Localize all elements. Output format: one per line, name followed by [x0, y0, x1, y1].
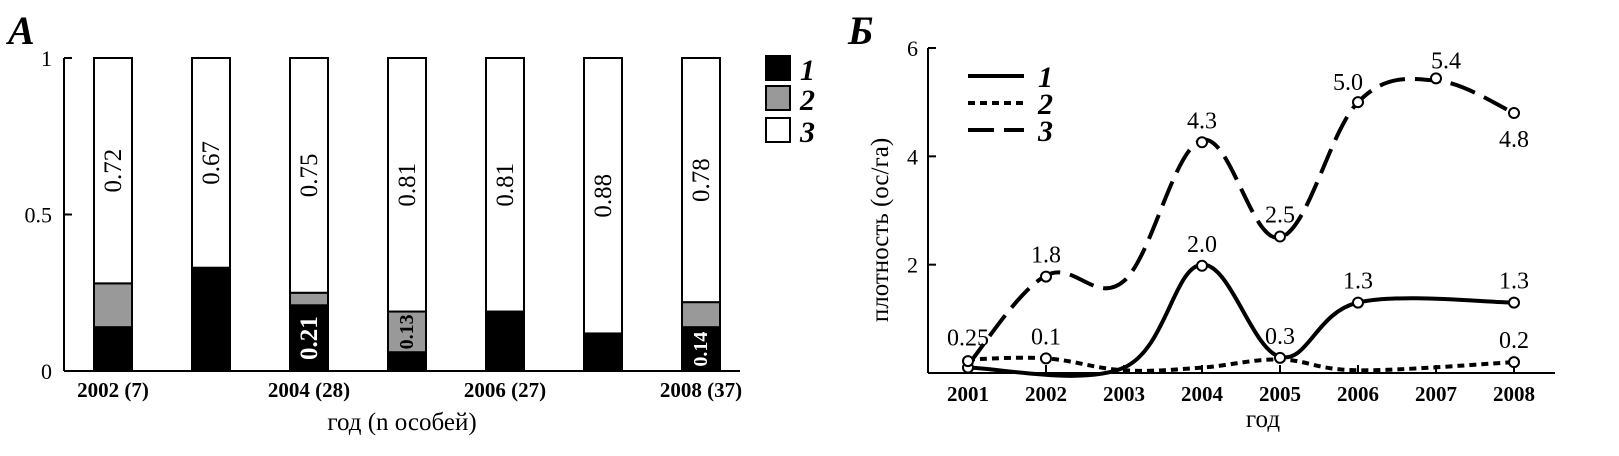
bar-segment-3 [681, 57, 721, 304]
bar-data-label: 0.67 [198, 141, 225, 185]
data-point-label: 0.3 [1265, 324, 1295, 350]
data-point-label: 0.2 [1499, 328, 1529, 354]
data-point-marker [1508, 296, 1520, 309]
data-point-label: 2.0 [1187, 232, 1217, 258]
x-tick-label: 2006 (27) [464, 378, 546, 402]
bar-data-label: 0.88 [590, 174, 617, 218]
legend-label-3: 3 [1037, 115, 1053, 148]
legend-label-2: 2 [799, 84, 815, 117]
bar-data-label: 0.81 [492, 163, 519, 207]
bar-data-label: 0.81 [394, 163, 421, 207]
panel-b-line-chart: 2 4 6 2001 2002 2003 2004 2005 2006 2007 2008 год пл… [867, 36, 1555, 433]
bar-data-label: 0.78 [688, 158, 715, 202]
y-tick-label: 2 [907, 253, 918, 278]
data-point-marker [1508, 356, 1520, 369]
data-point-label: 1.3 [1343, 269, 1373, 295]
bar-segment-3 [387, 57, 427, 313]
x-tick-label: 2002 (7) [77, 378, 149, 402]
bar-segment-3 [191, 57, 231, 269]
y-axis-title: плотность (ос/га) [867, 138, 894, 322]
data-point-marker [1040, 270, 1052, 283]
data-point-label: 5.4 [1431, 48, 1461, 74]
data-point-label: 4.3 [1187, 108, 1217, 134]
y-tick-label: 1 [41, 46, 52, 71]
bar-segment-3 [93, 57, 133, 285]
legend-swatch-1 [765, 55, 791, 81]
data-point-label: 1.8 [1031, 243, 1061, 269]
data-point-marker [1196, 136, 1208, 149]
bar-segment-1 [93, 326, 133, 372]
data-point-label: 0.25 [947, 325, 989, 351]
bar-data-label-inner: 0.13 [396, 314, 418, 349]
legend-label-1: 1 [800, 54, 815, 87]
legend-swatch-3 [765, 117, 791, 143]
legend-label-1: 1 [1038, 61, 1053, 94]
data-point-label: 0.1 [1031, 324, 1061, 350]
series-line-1 [967, 262, 1515, 378]
panel-b-letter: Б [847, 8, 873, 53]
x-tick-label: 2003 [1103, 382, 1145, 406]
x-axis-title: год (n особей) [327, 409, 476, 436]
bar-segment-1 [387, 351, 427, 373]
bar-data-label-inner: 0.21 [296, 316, 323, 360]
bar-data-label: 0.72 [100, 149, 127, 193]
y-tick-label: 6 [907, 36, 918, 61]
bar-segment-2 [93, 282, 133, 329]
bar-segment-2 [289, 291, 329, 307]
x-tick-label: 2004 (28) [268, 378, 350, 402]
y-tick-label: 4 [907, 144, 918, 169]
data-point-marker [1352, 296, 1364, 309]
legend-label-2: 2 [1037, 88, 1053, 121]
data-point-marker [1040, 352, 1052, 365]
data-point-marker [1508, 107, 1520, 119]
y-tick-label: 0 [41, 359, 52, 384]
data-point-marker [1274, 351, 1286, 364]
bar-segment-1 [583, 332, 623, 373]
bar-segment-3 [485, 57, 525, 313]
data-point-marker [1274, 230, 1286, 243]
bar-segment-1 [191, 266, 231, 372]
series-line-3 [966, 76, 1515, 367]
data-point-marker [962, 355, 974, 368]
data-point-marker [1352, 96, 1364, 109]
bar-segment-2 [681, 301, 721, 329]
bar-segment-1 [681, 326, 721, 372]
x-tick-label: 2007 [1415, 382, 1457, 406]
data-point-label: 5.0 [1333, 70, 1363, 96]
x-tick-label: 2001 [947, 382, 989, 406]
x-tick-label: 2002 [1025, 382, 1067, 406]
panel-a-letter: А [5, 8, 35, 53]
bar-segment-1 [485, 310, 525, 372]
bar-segment-3 [289, 57, 329, 294]
bar-segment-3 [583, 57, 623, 335]
data-point-label: 2.5 [1265, 203, 1295, 229]
x-axis-title: год [1246, 406, 1280, 433]
data-point-marker [1196, 259, 1208, 272]
data-point-label: 1.3 [1499, 269, 1529, 295]
y-tick-label: 0.5 [25, 203, 53, 228]
x-tick-label: 2006 [1337, 382, 1379, 406]
bar-data-label-inner: 0.14 [690, 332, 712, 367]
data-point-marker [1430, 72, 1442, 85]
x-tick-label: 2005 [1259, 382, 1301, 406]
x-tick-label: 2008 [1493, 382, 1535, 406]
legend-label-3: 3 [799, 116, 815, 149]
x-tick-label: 2004 [1181, 382, 1224, 406]
legend-swatch-2 [765, 85, 791, 111]
bar-data-label: 0.75 [296, 154, 323, 198]
data-point-label: 4.8 [1499, 127, 1529, 153]
x-tick-label: 2008 (37) [660, 378, 742, 402]
